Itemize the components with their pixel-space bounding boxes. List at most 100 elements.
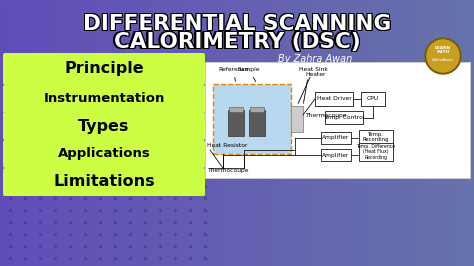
Bar	[340, 0, 342, 266]
Bar	[321, 0, 323, 266]
Bar	[81, 0, 83, 266]
Text: Principle: Principle	[64, 61, 144, 77]
Bar	[469, 0, 472, 266]
Bar	[248, 0, 251, 266]
Bar	[183, 0, 186, 266]
Bar	[332, 0, 334, 266]
Bar	[417, 0, 419, 266]
Bar	[393, 0, 396, 266]
Bar	[177, 0, 180, 266]
Bar	[128, 0, 130, 266]
Bar	[356, 0, 358, 266]
Text: Instrumentation: Instrumentation	[43, 93, 164, 106]
Bar	[345, 0, 347, 266]
Bar	[11, 0, 14, 266]
Bar	[150, 0, 153, 266]
Bar	[66, 0, 69, 266]
Bar	[330, 0, 333, 266]
Bar	[100, 0, 102, 266]
Bar	[347, 0, 350, 266]
Bar	[194, 0, 197, 266]
Circle shape	[427, 40, 459, 72]
Bar	[337, 0, 339, 266]
Bar	[315, 92, 353, 106]
Bar	[9, 0, 12, 266]
Bar	[156, 0, 159, 266]
Bar	[246, 0, 249, 266]
Bar	[164, 0, 167, 266]
Bar	[25, 0, 28, 266]
Bar	[289, 0, 292, 266]
Bar	[8, 0, 10, 266]
Bar	[242, 0, 244, 266]
Bar	[259, 0, 262, 266]
Bar	[22, 0, 25, 266]
Bar	[166, 0, 168, 266]
Bar	[425, 0, 428, 266]
Bar	[319, 0, 322, 266]
Bar	[228, 110, 244, 136]
Bar	[420, 0, 423, 266]
Bar	[76, 0, 78, 266]
Text: Heater: Heater	[305, 72, 326, 77]
Bar	[412, 0, 415, 266]
Bar	[284, 0, 287, 266]
Bar	[466, 0, 469, 266]
Circle shape	[425, 38, 461, 74]
Bar	[450, 0, 453, 266]
Bar	[191, 0, 194, 266]
Bar	[77, 0, 80, 266]
Bar	[148, 0, 151, 266]
Bar	[357, 0, 360, 266]
Bar	[101, 0, 104, 266]
Bar	[351, 0, 353, 266]
Bar	[431, 0, 434, 266]
Bar	[114, 0, 116, 266]
Bar	[213, 0, 216, 266]
Bar	[446, 0, 448, 266]
Text: Reference: Reference	[218, 67, 249, 81]
Bar	[359, 0, 361, 266]
Bar	[236, 0, 238, 266]
Bar	[30, 0, 33, 266]
Bar	[6, 0, 9, 266]
Bar	[465, 0, 467, 266]
Text: DIFFERENTIAL SCANNING: DIFFERENTIAL SCANNING	[84, 15, 392, 35]
Bar	[226, 0, 228, 266]
Bar	[103, 0, 105, 266]
Bar	[316, 0, 319, 266]
Bar	[219, 0, 222, 266]
Bar	[376, 0, 379, 266]
Bar	[234, 0, 237, 266]
Bar	[180, 0, 182, 266]
Bar	[91, 0, 94, 266]
Bar	[273, 0, 276, 266]
Bar	[359, 143, 393, 161]
Bar	[172, 0, 175, 266]
Bar	[136, 0, 138, 266]
Text: Temp. Control: Temp. Control	[323, 115, 365, 120]
Bar	[158, 0, 161, 266]
Bar	[401, 0, 404, 266]
Bar	[129, 0, 132, 266]
Text: Temp.
Recording: Temp. Recording	[363, 132, 389, 142]
Bar	[232, 0, 235, 266]
Bar	[385, 0, 388, 266]
Bar	[123, 0, 126, 266]
Bar	[395, 0, 398, 266]
Bar	[117, 0, 119, 266]
Text: DIFFERENTIAL SCANNING: DIFFERENTIAL SCANNING	[82, 15, 390, 35]
Bar	[33, 0, 36, 266]
Bar	[137, 0, 140, 266]
Bar	[57, 0, 59, 266]
Bar	[352, 0, 355, 266]
Bar	[160, 0, 162, 266]
Bar	[3, 0, 6, 266]
Bar	[333, 0, 336, 266]
Bar	[16, 0, 18, 266]
Bar	[36, 0, 39, 266]
Bar	[436, 0, 438, 266]
Bar	[71, 0, 73, 266]
Bar	[46, 0, 48, 266]
Bar	[458, 0, 461, 266]
